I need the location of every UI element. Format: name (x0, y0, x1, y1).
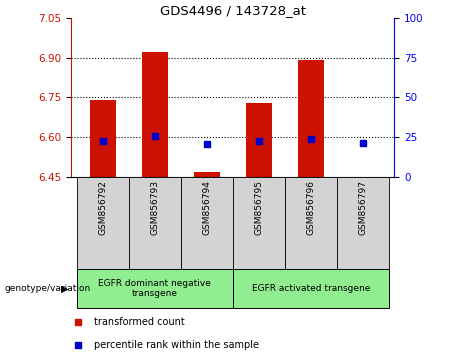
Bar (142, 52, 168, 177)
Bar (285, 177, 337, 269)
Bar (233, 177, 285, 269)
Text: genotype/variation: genotype/variation (5, 284, 91, 293)
Text: EGFR activated transgene: EGFR activated transgene (252, 284, 370, 293)
Bar (129, 177, 181, 269)
Bar (246, 103, 272, 177)
Bar (90, 100, 116, 177)
Bar (77, 269, 233, 308)
Text: GSM856793: GSM856793 (150, 180, 159, 235)
Bar (298, 60, 324, 177)
Bar (77, 177, 129, 269)
Text: transformed count: transformed count (94, 317, 185, 327)
Text: percentile rank within the sample: percentile rank within the sample (94, 340, 259, 350)
Bar (337, 177, 389, 269)
Title: GDS4496 / 143728_at: GDS4496 / 143728_at (160, 4, 306, 17)
Text: GSM856796: GSM856796 (307, 180, 315, 235)
Bar (233, 269, 389, 308)
Bar (181, 177, 233, 269)
Text: EGFR dominant negative
transgene: EGFR dominant negative transgene (98, 279, 211, 298)
Text: GSM856795: GSM856795 (254, 180, 263, 235)
Text: ▶: ▶ (61, 284, 68, 293)
Bar (194, 172, 220, 177)
Text: GSM856794: GSM856794 (202, 180, 211, 235)
Text: GSM856792: GSM856792 (98, 180, 107, 235)
Text: GSM856797: GSM856797 (358, 180, 367, 235)
